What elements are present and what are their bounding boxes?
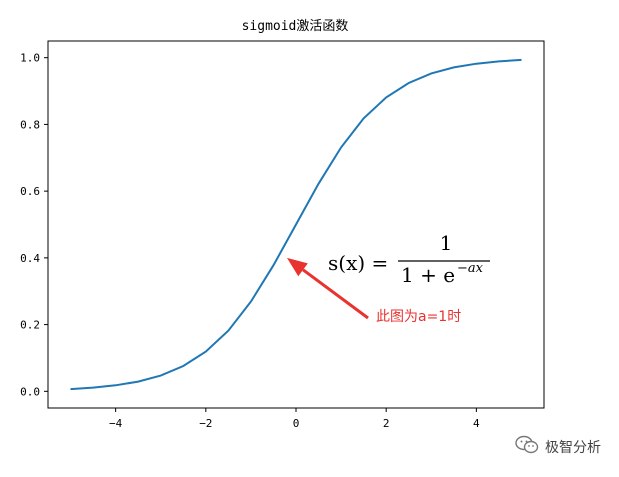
x-tick-label: −2 (199, 417, 212, 430)
formula-denominator: 1 + e (401, 263, 455, 287)
x-tick-label: 0 (293, 417, 300, 430)
series-group (70, 58, 522, 391)
y-tick-label: 0.2 (20, 319, 40, 332)
chart-title: sigmoid激活函数 (242, 19, 349, 34)
wechat-icon (515, 435, 539, 459)
x-tick-label: −4 (109, 417, 123, 430)
x-tick-label: 4 (473, 417, 480, 430)
formula-exponent: −ax (457, 261, 484, 276)
y-tick-label: 0.4 (20, 252, 40, 265)
y-tick-label: 0.6 (20, 185, 40, 198)
watermark: 极智分析 (515, 435, 601, 459)
formula-lhs: s(x) = (328, 251, 388, 275)
annotation-arrow-shaft (302, 268, 369, 320)
formula-numerator: 1 (440, 231, 453, 255)
formula: s(x) = 1 1 + e −ax (328, 231, 490, 287)
watermark-text: 极智分析 (545, 440, 601, 456)
annotation-text: 此图为a=1时 (376, 309, 461, 325)
x-tick-label: 2 (383, 417, 390, 430)
y-tick-label: 0.8 (20, 118, 40, 131)
annotation: 此图为a=1时 (286, 257, 461, 325)
x-axis: −4 −2 0 2 4 (109, 408, 480, 430)
annotation-arrow-head (286, 257, 308, 277)
y-tick-label: 1.0 (20, 52, 40, 65)
y-axis: 0.0 0.2 0.4 0.6 0.8 1.0 (20, 52, 48, 398)
y-tick-label: 0.0 (20, 385, 40, 398)
sigmoid-line (70, 58, 522, 391)
